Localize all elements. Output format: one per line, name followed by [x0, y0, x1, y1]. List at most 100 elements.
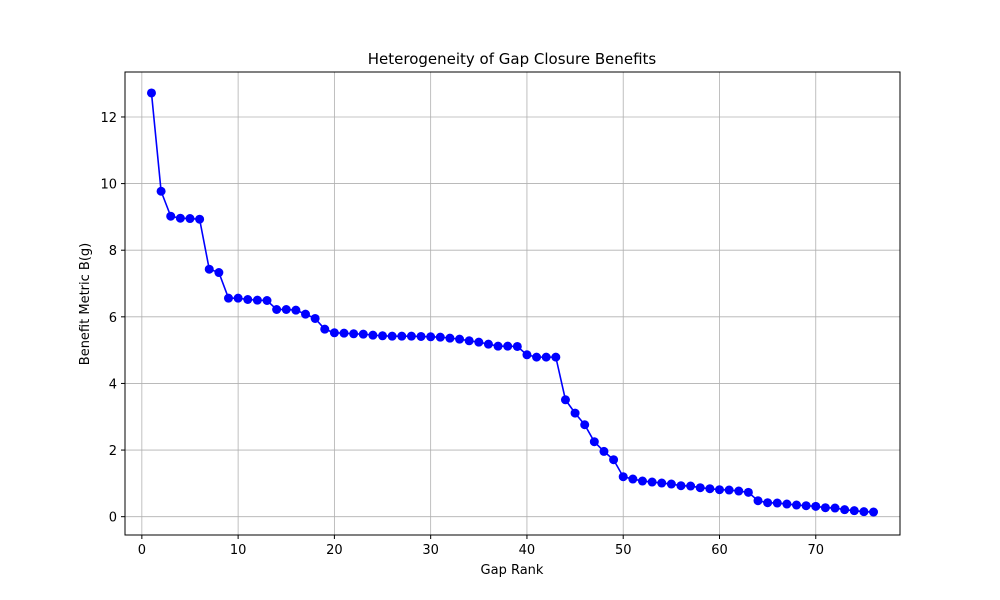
- data-point: [628, 474, 638, 484]
- data-point: [223, 293, 233, 303]
- data-point: [156, 186, 166, 196]
- data-point: [358, 329, 368, 339]
- data-point: [252, 295, 262, 305]
- data-point: [493, 341, 503, 351]
- data-point: [599, 446, 609, 456]
- data-point: [714, 485, 724, 495]
- y-tick-label: 8: [109, 244, 117, 259]
- data-point: [214, 268, 224, 278]
- x-tick-label: 50: [615, 543, 632, 558]
- data-point: [782, 499, 792, 509]
- data-point: [310, 313, 320, 323]
- data-point: [378, 331, 388, 341]
- x-tick-label: 10: [230, 543, 247, 558]
- data-point: [406, 331, 416, 341]
- data-point: [474, 337, 484, 347]
- data-point: [801, 501, 811, 511]
- data-point: [387, 331, 397, 341]
- data-point: [397, 331, 407, 341]
- data-point: [368, 330, 378, 340]
- data-point: [657, 478, 667, 488]
- y-tick-label: 6: [109, 311, 117, 326]
- x-tick-label: 20: [326, 543, 343, 558]
- data-point: [483, 339, 493, 349]
- x-axis: 0 10 20 30 40 50 60 70: [138, 535, 824, 558]
- grid: [125, 72, 900, 535]
- data-point: [541, 352, 551, 362]
- data-point: [724, 485, 734, 495]
- data-point: [166, 211, 176, 221]
- series-line: [150, 92, 874, 513]
- data-point: [512, 341, 522, 351]
- data-point: [416, 331, 426, 341]
- data-point: [262, 296, 272, 305]
- x-tick-label: 30: [422, 543, 439, 558]
- data-point: [560, 395, 570, 405]
- data-point: [637, 476, 647, 486]
- data-point: [647, 477, 657, 487]
- data-point: [763, 498, 773, 508]
- data-point: [339, 328, 349, 338]
- data-point: [320, 324, 330, 334]
- data-point: [426, 332, 436, 342]
- data-point: [349, 329, 359, 339]
- data-point: [618, 472, 628, 482]
- y-tick-label: 2: [109, 444, 117, 459]
- x-axis-label: Gap Rank: [481, 563, 544, 578]
- data-point: [445, 333, 455, 343]
- data-point: [840, 505, 850, 515]
- data-point: [329, 328, 339, 338]
- data-point: [281, 305, 291, 314]
- data-point: [503, 341, 513, 351]
- data-point: [589, 437, 599, 447]
- x-tick-label: 0: [138, 543, 146, 558]
- data-point: [811, 501, 821, 511]
- x-tick-label: 70: [807, 543, 824, 558]
- data-point: [830, 503, 840, 513]
- data-point: [820, 503, 830, 513]
- data-point: [580, 420, 590, 430]
- y-tick-label: 0: [109, 511, 117, 526]
- y-axis-label: Benefit Metric B(g): [78, 243, 93, 365]
- data-point: [859, 507, 869, 517]
- chart-title: Heterogeneity of Gap Closure Benefits: [368, 50, 657, 68]
- y-tick-label: 12: [100, 111, 117, 126]
- data-point: [185, 214, 195, 224]
- data-point: [695, 483, 705, 493]
- data-point: [532, 352, 542, 362]
- data-point: [734, 486, 744, 496]
- data-point: [666, 479, 676, 489]
- y-tick-label: 10: [100, 178, 117, 193]
- data-point: [233, 293, 243, 303]
- data-point: [570, 408, 580, 418]
- data-point: [464, 336, 474, 346]
- data-point: [551, 352, 561, 362]
- data-point: [272, 305, 282, 314]
- data-point: [792, 500, 802, 510]
- series-layer: [146, 88, 879, 517]
- data-point: [195, 214, 205, 224]
- data-point: [435, 332, 445, 342]
- data-point: [849, 506, 859, 516]
- data-point: [301, 309, 311, 319]
- data-point: [686, 481, 696, 491]
- y-tick-label: 4: [109, 377, 117, 392]
- data-point: [676, 481, 686, 491]
- data-point: [243, 295, 253, 304]
- data-point: [522, 350, 532, 360]
- data-point: [772, 498, 782, 508]
- data-point: [743, 487, 753, 497]
- data-point: [146, 88, 156, 98]
- data-point: [609, 455, 619, 465]
- data-point: [705, 484, 715, 494]
- data-point: [869, 507, 879, 517]
- data-point: [175, 213, 185, 223]
- data-point: [291, 305, 301, 315]
- y-axis: 0 2 4 6 8 10 12: [100, 111, 125, 526]
- data-point: [455, 334, 465, 344]
- plot-frame: [124, 71, 901, 536]
- data-point: [204, 264, 214, 274]
- x-tick-label: 60: [711, 543, 728, 558]
- data-point: [753, 496, 763, 506]
